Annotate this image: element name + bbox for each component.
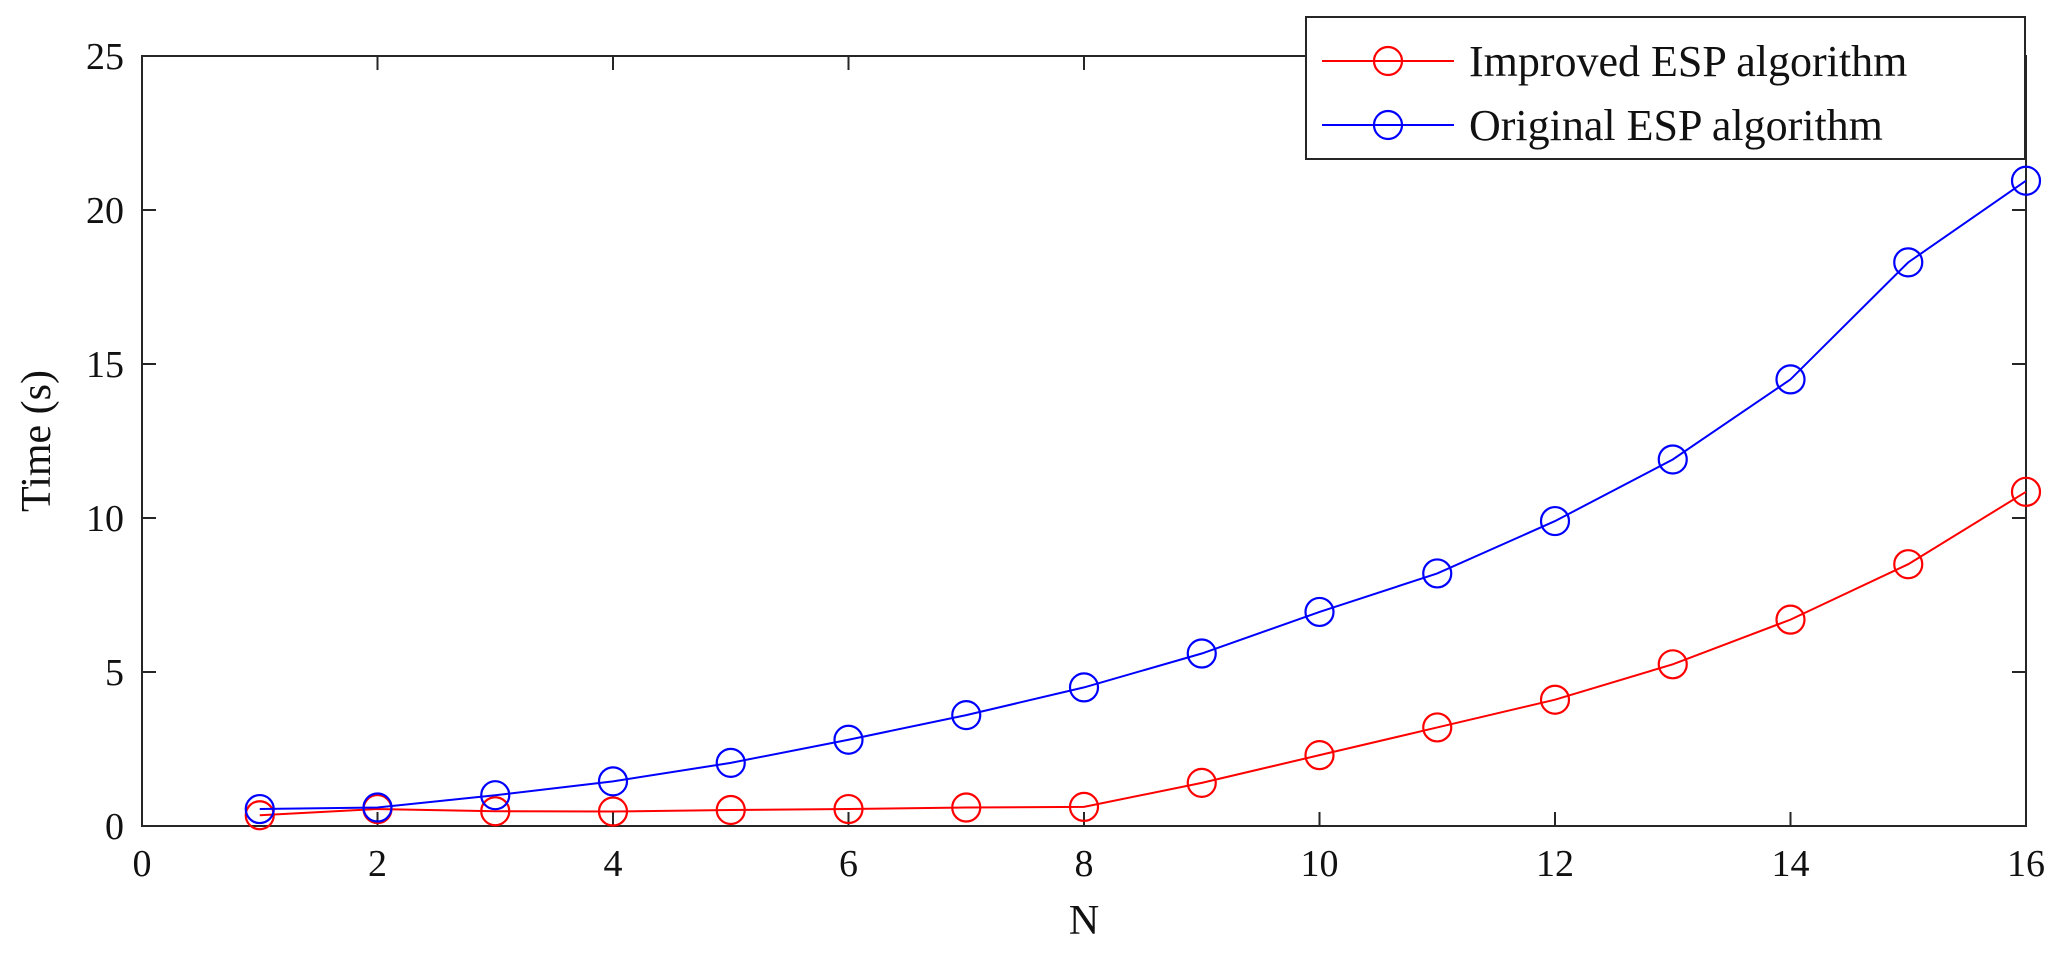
data-point-improved [2010,476,2042,507]
data-point-original [480,780,511,811]
x-axis-label: N [1069,898,1099,944]
legend-label-original: Original ESP algorithm [1469,101,1883,150]
legend-label-improved: Improved ESP algorithm [1469,37,1907,86]
x-tick-labels: 0 2 4 6 8 10 12 14 16 [133,843,2046,885]
data-point-improved [1068,791,1100,823]
data-point-improved [1539,684,1571,715]
y-tick-label: 5 [105,652,124,694]
data-point-improved [951,792,982,823]
y-axis-label: Time (s) [14,370,60,512]
x-tick-label: 8 [1075,843,1094,885]
x-tick-label: 0 [133,843,152,885]
data-point-improved [597,796,629,827]
x-tick-label: 12 [1536,843,1574,885]
data-point-original [1304,596,1335,628]
data-point-improved [1186,767,1217,798]
data-point-original [1068,672,1100,703]
data-point-improved [1893,549,1924,580]
legend-marker-original [1372,109,1404,141]
y-tick-labels: 0 5 10 15 20 25 [86,36,124,848]
y-tick-label: 10 [86,498,124,540]
data-point-original [2010,165,2042,196]
legend: Improved ESP algorithm Original ESP algo… [1305,16,2026,160]
data-point-original [1186,638,1217,669]
data-point-original [597,766,629,797]
data-point-improved [1304,740,1335,771]
x-tick-label: 10 [1301,843,1339,885]
data-point-improved [244,800,275,831]
data-point-improved [715,794,746,826]
data-point-original [1422,558,1453,589]
x-tick-label: 4 [604,843,623,885]
y-tick-label: 15 [86,344,124,386]
series-line-original [259,179,2027,811]
x-tick-label: 14 [1772,843,1810,885]
data-point-original [715,747,746,778]
y-tick-label: 25 [86,36,124,78]
y-tick-label: 0 [105,806,124,848]
data-point-original [1775,364,1806,395]
data-point-original [1893,247,1924,278]
data-point-improved [833,793,864,825]
data-point-original [1657,444,1688,475]
x-tick-label: 16 [2007,843,2045,885]
data-point-original [833,724,864,755]
data-point-improved [480,796,511,827]
legend-box [1305,16,2026,160]
data-point-improved [1657,649,1688,680]
data-point-original [244,793,275,825]
data-point-original [951,700,982,731]
data-point-original [1539,505,1571,537]
y-tick-label: 20 [86,190,124,232]
x-tick-label: 6 [839,843,858,885]
x-tick-label: 2 [368,843,387,885]
series-line-improved [259,490,2027,817]
legend-marker-improved [1372,45,1404,77]
data-point-improved [1775,604,1806,635]
data-point-original [362,792,393,823]
series-layer [244,165,2042,831]
data-point-improved [1422,712,1453,743]
